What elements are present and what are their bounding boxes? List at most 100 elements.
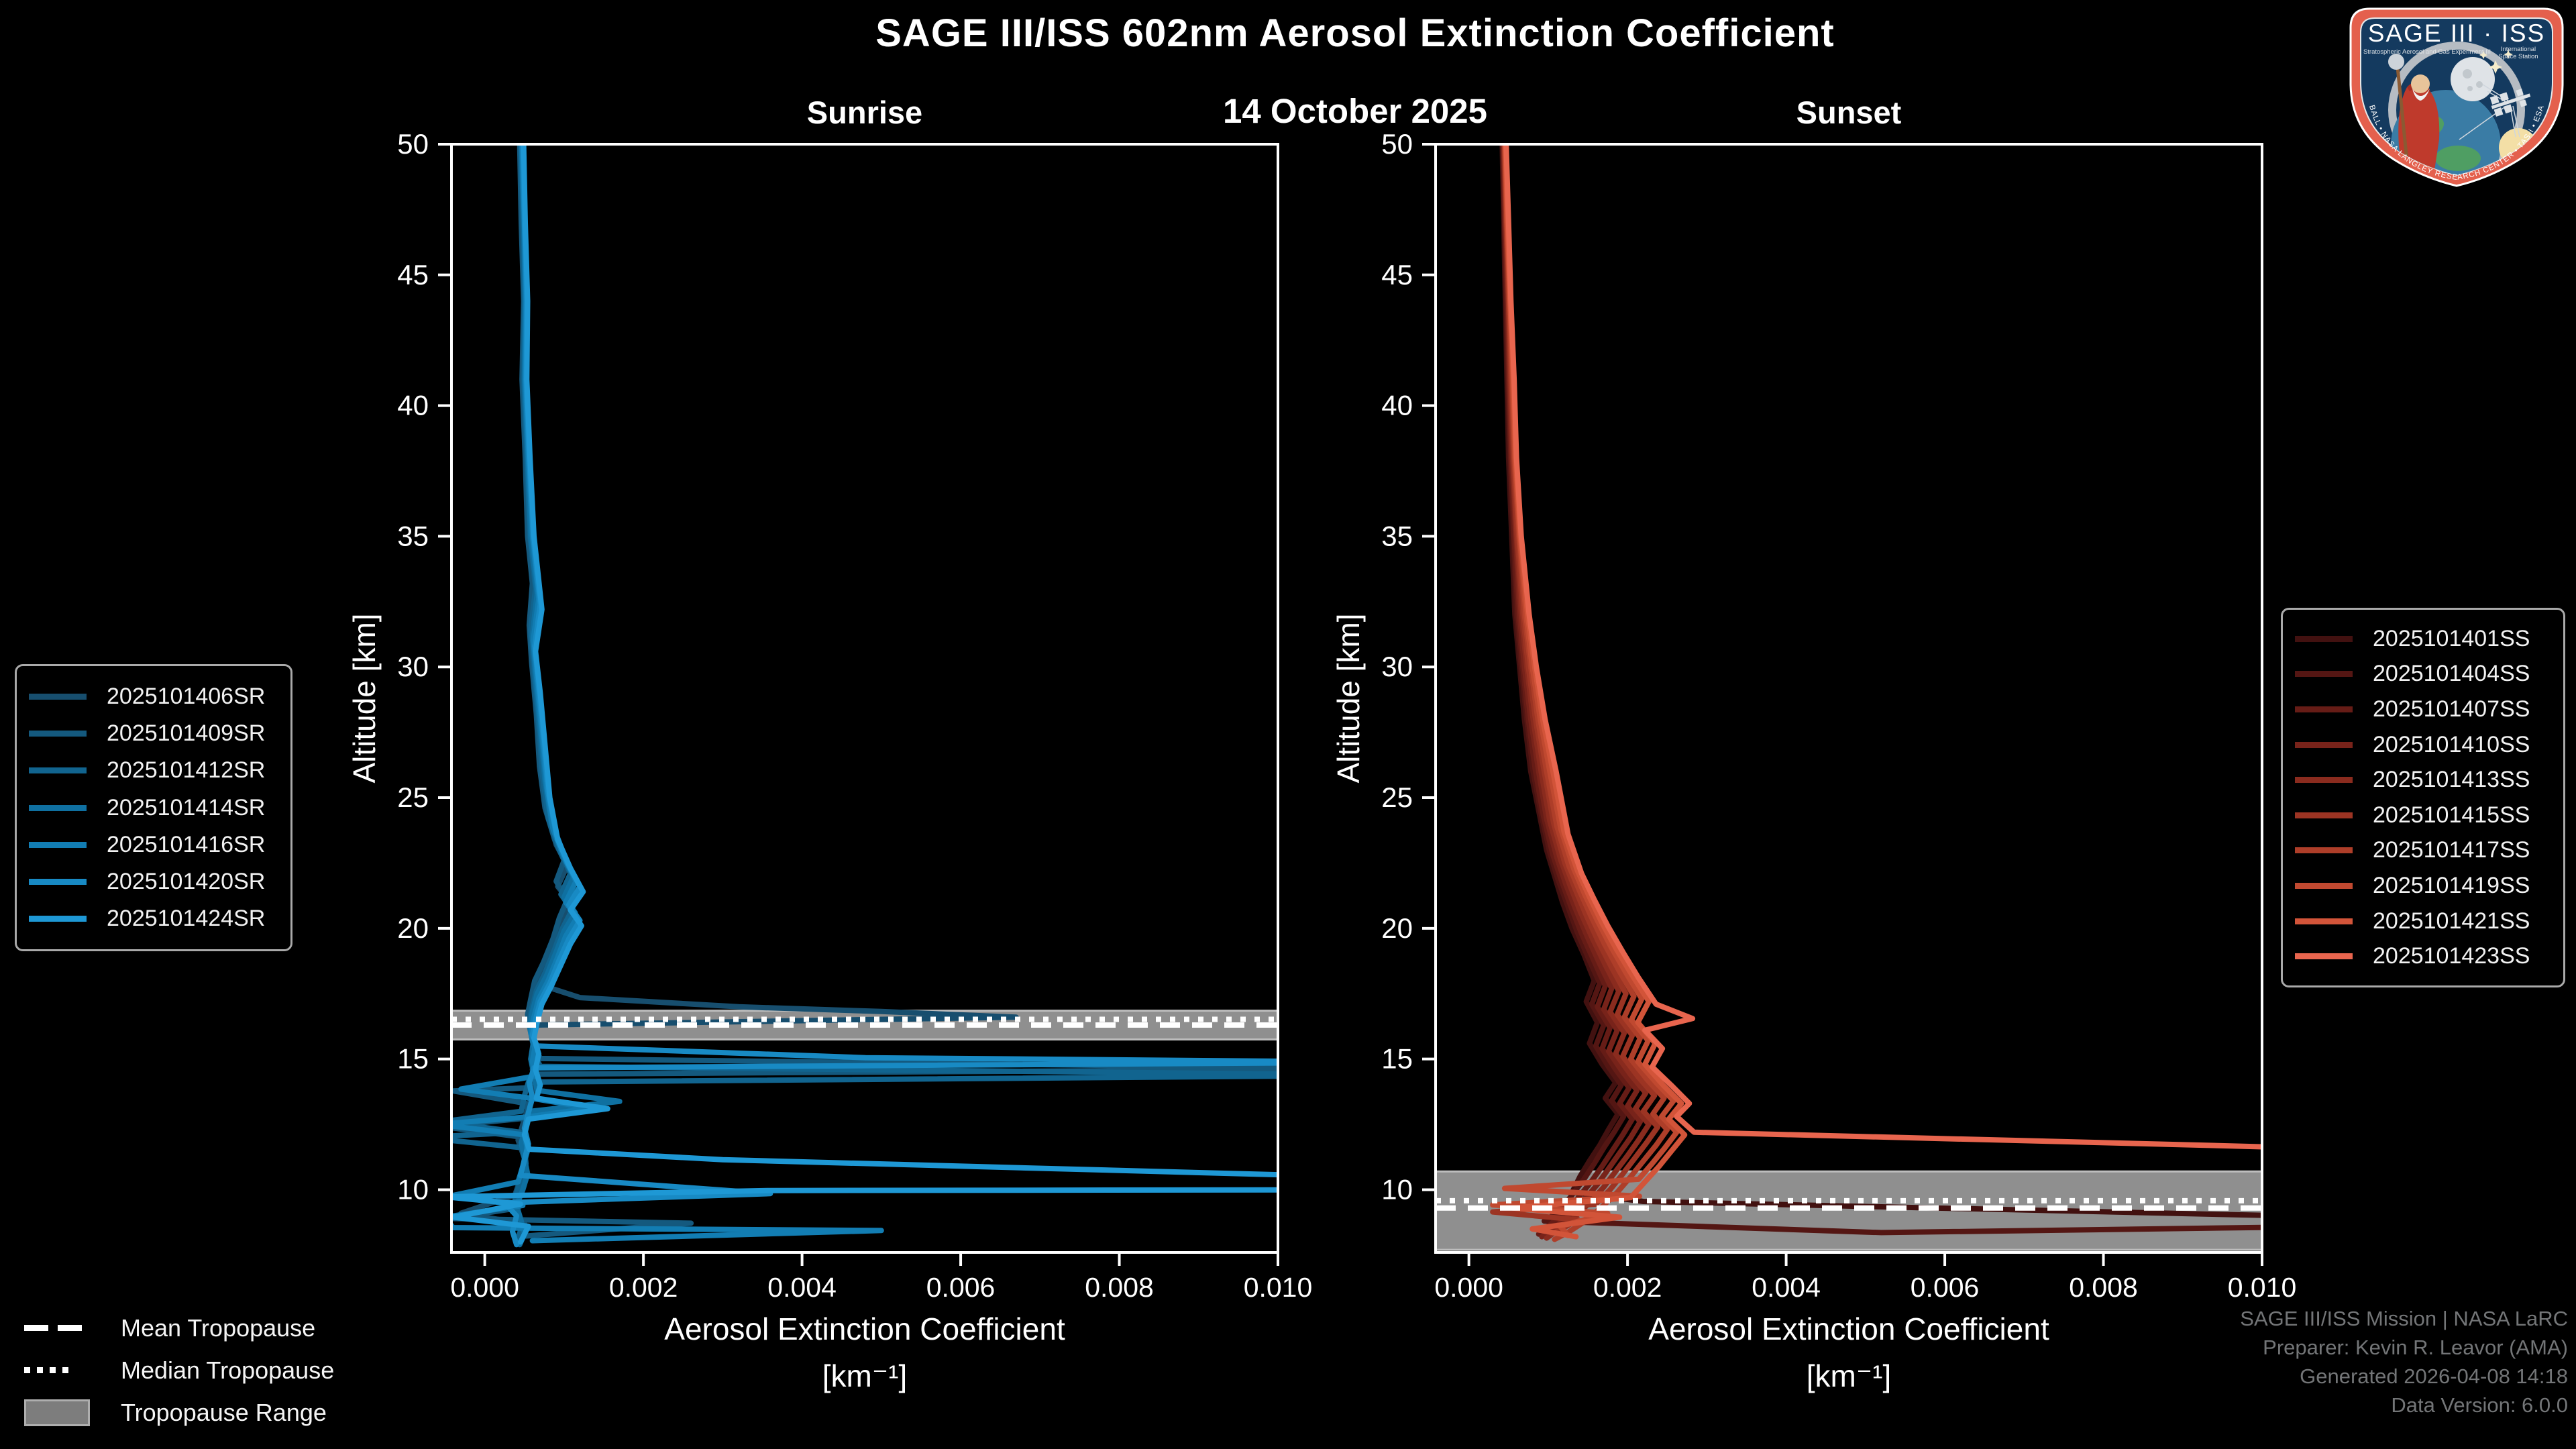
legend-line-swatch	[2295, 812, 2353, 818]
tropopause-legend: Mean Tropopause Median Tropopause Tropop…	[24, 1307, 334, 1434]
sunset-ytick-label: 30	[1381, 651, 1413, 682]
sunset-ytick-label: 45	[1381, 259, 1413, 290]
credit-line-generated: Generated 2026-04-08 14:18	[2300, 1364, 2568, 1388]
tropopause-range-label: Tropopause Range	[121, 1398, 327, 1426]
sunrise-ytick-label: 50	[397, 128, 429, 160]
sunrise-x-axis-units: [km⁻¹]	[822, 1358, 908, 1393]
legend-item: 2025101415SS	[2295, 802, 2551, 828]
sunset-xtick-label: 0.002	[1593, 1272, 1662, 1303]
legend-item: 2025101420SR	[29, 869, 278, 895]
sunrise-ytick-label: 20	[397, 912, 429, 944]
legend-line-swatch	[2295, 953, 2353, 960]
sunrise-ytick-label: 25	[397, 782, 429, 813]
legend-item: 2025101424SR	[29, 906, 278, 932]
series-2025101416SR	[451, 144, 884, 1244]
sunset-legend: 2025101401SS 2025101404SS 2025101407SS 2025…	[2281, 608, 2565, 987]
series-2025101412SR	[451, 144, 1278, 1245]
legend-item: 2025101413SS	[2295, 767, 2551, 793]
median-tropopause-legend-item: Median Tropopause	[24, 1349, 334, 1391]
legend-line-swatch	[2295, 777, 2353, 784]
series-2025101415SS	[1490, 144, 1661, 1237]
legend-label: 2025101406SR	[107, 684, 266, 710]
sunrise-ytick-label: 40	[397, 390, 429, 421]
sunrise-ytick-label: 45	[397, 259, 429, 290]
sunset-ytick-label: 25	[1381, 782, 1413, 813]
legend-line-swatch	[29, 915, 87, 922]
legend-label: 2025101424SR	[107, 905, 266, 931]
sunset-x-axis-label: Aerosol Extinction Coefficient	[1648, 1311, 2049, 1346]
legend-line-swatch	[2295, 706, 2353, 712]
sunset-xtick-label: 0.006	[1911, 1272, 1980, 1303]
sunrise-ytick-label: 30	[397, 651, 429, 682]
logo-subtitle-right-1: International	[2501, 46, 2536, 53]
sunrise-ytick-label: 10	[397, 1173, 429, 1205]
legend-label: 2025101410SS	[2373, 731, 2530, 757]
page-title: SAGE III/ISS 602nm Aerosol Extinction Co…	[875, 11, 1835, 55]
sunrise-plot-area	[451, 144, 1278, 1248]
sunrise-xtick-label: 0.010	[1244, 1272, 1313, 1303]
legend-item: 2025101421SS	[2295, 908, 2551, 934]
sunset-frame	[1434, 143, 2263, 1254]
legend-item: 2025101414SR	[29, 795, 278, 821]
sunset-ytick-label: 50	[1381, 128, 1413, 160]
legend-line-swatch	[29, 767, 87, 774]
legend-item: 2025101407SS	[2295, 696, 2551, 722]
sunrise-ytick-label: 35	[397, 520, 429, 551]
legend-line-swatch	[2295, 635, 2353, 642]
dashed-line-icon	[24, 1325, 102, 1331]
mean-tropopause-label: Mean Tropopause	[121, 1313, 316, 1342]
tropopause-range-legend-item: Tropopause Range	[24, 1391, 334, 1434]
legend-line-swatch	[2295, 741, 2353, 748]
series-2025101424SR	[451, 144, 1278, 1245]
sunset-xtick-label: 0.010	[2228, 1272, 2297, 1303]
logo-title: SAGE III · ISS	[2368, 19, 2545, 47]
legend-label: 2025101415SS	[2373, 802, 2530, 828]
sunrise-frame	[450, 143, 1279, 1254]
sunrise-panel-title: Sunrise	[806, 95, 923, 130]
sunset-xtick-label: 0.008	[2069, 1272, 2138, 1303]
sunset-plot-area	[1436, 144, 2262, 1251]
legend-label: 2025101423SS	[2373, 943, 2530, 969]
sunset-ytick-label: 10	[1381, 1173, 1413, 1205]
sunset-ytick-label: 15	[1381, 1043, 1413, 1075]
sunset-ytick-label: 20	[1381, 912, 1413, 944]
legend-label: 2025101417SS	[2373, 837, 2530, 863]
sunrise-legend: 2025101406SR 2025101409SR 2025101412SR 2025…	[15, 664, 292, 951]
legend-line-swatch	[2295, 671, 2353, 678]
series-2025101423SS	[1503, 144, 2262, 1150]
legend-item: 2025101401SS	[2295, 626, 2551, 652]
legend-label: 2025101416SR	[107, 831, 266, 857]
legend-label: 2025101419SS	[2373, 873, 2530, 898]
logo-stars	[2479, 50, 2513, 74]
range-box-icon	[24, 1399, 102, 1426]
legend-label: 2025101412SR	[107, 757, 266, 784]
legend-label: 2025101401SS	[2373, 625, 2530, 651]
legend-label: 2025101420SR	[107, 868, 266, 894]
sunrise-xtick-label: 0.006	[926, 1272, 996, 1303]
sunset-ytick-label: 35	[1381, 520, 1413, 551]
sunset-x-axis-units: [km⁻¹]	[1806, 1358, 1892, 1393]
legend-label: 2025101404SS	[2373, 661, 2530, 687]
legend-item: 2025101404SS	[2295, 661, 2551, 687]
legend-line-swatch	[29, 841, 87, 848]
legend-label: 2025101407SS	[2373, 696, 2530, 722]
logo-moon	[2451, 57, 2495, 101]
sunset-xtick-label: 0.000	[1434, 1272, 1503, 1303]
sunrise-xtick-label: 0.008	[1085, 1272, 1154, 1303]
sunset-panel-title: Sunset	[1796, 95, 1902, 130]
legend-item: 2025101410SS	[2295, 732, 2551, 758]
legend-line-swatch	[2295, 847, 2353, 854]
median-tropopause-label: Median Tropopause	[121, 1356, 335, 1384]
legend-line-swatch	[2295, 883, 2353, 889]
legend-line-swatch	[29, 731, 87, 737]
legend-item: 2025101409SR	[29, 720, 278, 747]
legend-item: 2025101417SS	[2295, 837, 2551, 863]
sunset-xtick-label: 0.004	[1752, 1272, 1821, 1303]
sunrise-x-axis-label: Aerosol Extinction Coefficient	[664, 1311, 1065, 1346]
credit-line-preparer: Preparer: Kevin R. Leavor (AMA)	[2263, 1336, 2568, 1359]
sunset-ytick-label: 40	[1381, 390, 1413, 421]
sunset-y-axis-label: Altitude [km]	[1331, 613, 1366, 784]
logo-subtitle-right-2: Space Station	[2498, 53, 2538, 60]
legend-label: 2025101409SR	[107, 720, 266, 747]
legend-item: 2025101406SR	[29, 684, 278, 710]
